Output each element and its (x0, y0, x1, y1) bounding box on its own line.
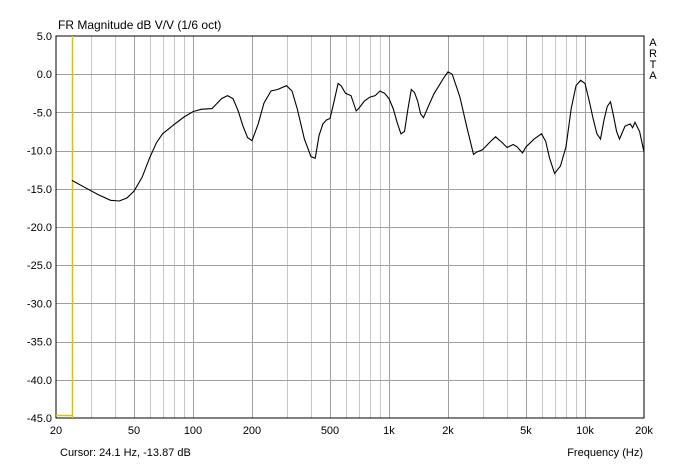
y-tick-label: -40.0 (27, 375, 52, 387)
y-tick-label: -35.0 (27, 337, 52, 349)
y-tick-label: -20.0 (27, 222, 52, 234)
y-axis-ticks: 5.0 0.0 -5.0 -10.0 -15.0 -20.0 -25.0 -30.0 -35.0… (27, 31, 52, 425)
x-tick-label: 1k (383, 425, 395, 437)
brand-letter: R (649, 48, 657, 60)
x-tick-label: 2k (442, 425, 454, 437)
x-tick-label: 50 (128, 425, 140, 437)
plot-frame (55, 35, 645, 419)
brand-letter: A (649, 70, 657, 82)
y-tick-label: 5.0 (37, 31, 52, 43)
grid-major (56, 36, 644, 418)
y-tick-label: -45.0 (27, 413, 52, 425)
x-tick-label: 5k (520, 425, 532, 437)
brand-letter: T (649, 59, 657, 71)
arta-brand-label: A R T A (649, 38, 657, 82)
x-tick-label: 10k (576, 425, 594, 437)
x-tick-label: 20 (50, 425, 62, 437)
x-tick-label: 100 (184, 425, 202, 437)
cursor-readout: Cursor: 24.1 Hz, -13.87 dB (60, 447, 191, 459)
series-line (71, 71, 645, 202)
x-tick-label: 20k (635, 425, 653, 437)
y-tick-label: -30.0 (27, 298, 52, 310)
chart-title: FR Magnitude dB V/V (1/6 oct) (58, 18, 222, 32)
brand-letter: A (649, 37, 657, 49)
y-tick-label: -5.0 (33, 107, 52, 119)
y-tick-label: 0.0 (37, 69, 52, 81)
x-axis-label: Frequency (Hz) (567, 447, 643, 459)
y-tick-label: -15.0 (27, 184, 52, 196)
y-tick-label: -25.0 (27, 260, 52, 272)
x-tick-label: 200 (243, 425, 261, 437)
y-tick-label: -10.0 (27, 146, 52, 158)
x-axis-ticks: 20 50 100 200 500 1k 2k 5k 10k 20k (50, 425, 653, 437)
x-tick-label: 500 (321, 425, 339, 437)
